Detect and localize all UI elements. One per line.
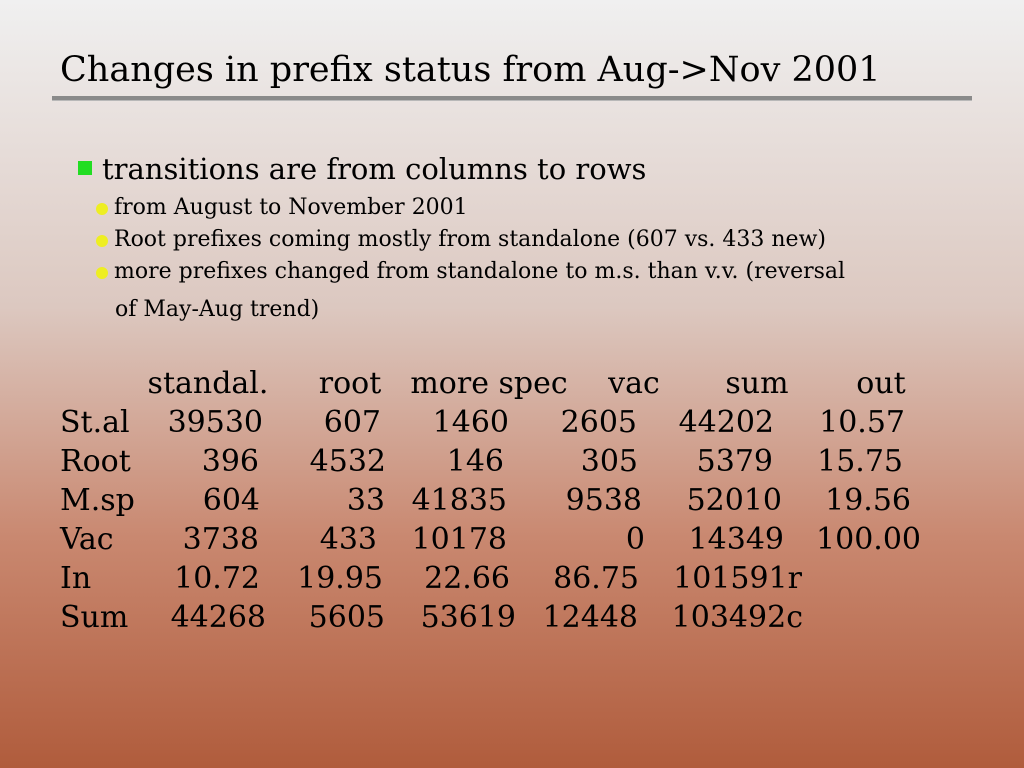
table-header-root: root — [318, 366, 382, 401]
square-bullet-icon — [78, 161, 92, 175]
main-bullet-text: transitions are from columns to rows — [102, 152, 647, 186]
table-cell: 433 — [319, 522, 377, 557]
round-bullet-icon — [96, 203, 108, 215]
table-cell: 100.00 — [816, 522, 921, 557]
table-row-label: M.sp — [60, 483, 135, 518]
sub-bullet-3-continuation: of May-Aug trend) — [115, 297, 320, 322]
table-header-out: out — [856, 366, 906, 401]
table-header-standal: standal. — [147, 366, 269, 401]
table-cell: 1460 — [432, 405, 509, 440]
slide-title: Changes in prefix status from Aug->Nov 2… — [60, 50, 881, 90]
table-row-label: In — [60, 561, 92, 596]
table-cell: 12448 — [542, 600, 638, 635]
table-row-label: Root — [60, 444, 131, 479]
table-cell: 3738 — [182, 522, 259, 557]
table-cell: 15.75 — [817, 444, 903, 479]
table-cell: 101591r — [673, 561, 802, 596]
sub-bullet-text: more prefixes changed from standalone to… — [114, 259, 846, 284]
sub-bullet-text: from August to November 2001 — [114, 195, 468, 220]
table-row-label: Vac — [60, 522, 114, 557]
table-cell: 103492c — [671, 600, 803, 635]
sub-bullet-1: from August to November 2001 — [96, 195, 468, 220]
table-cell: 14349 — [688, 522, 784, 557]
table-cell: 19.95 — [297, 561, 383, 596]
table-cell: 4532 — [309, 444, 386, 479]
table-cell: 33 — [346, 483, 385, 518]
table-row-label: St.al — [60, 405, 130, 440]
table-cell: 146 — [446, 444, 504, 479]
title-divider — [52, 96, 972, 101]
table-cell: 305 — [580, 444, 638, 479]
sub-bullet-3: more prefixes changed from standalone to… — [96, 259, 845, 284]
table-header-more-spec: more spec — [410, 366, 568, 401]
table-header-sum: sum — [725, 366, 789, 401]
table-cell: 44268 — [170, 600, 266, 635]
table-cell: 10.57 — [819, 405, 905, 440]
table-row-label: Sum — [60, 600, 129, 635]
table-cell: 5605 — [308, 600, 385, 635]
table-cell: 41835 — [411, 483, 507, 518]
table-cell: 19.56 — [825, 483, 911, 518]
table-cell: 396 — [201, 444, 259, 479]
table-cell: 39530 — [167, 405, 263, 440]
table-cell: 86.75 — [553, 561, 639, 596]
table-cell: 5379 — [696, 444, 773, 479]
table-cell: 52010 — [686, 483, 782, 518]
round-bullet-icon — [96, 267, 108, 279]
table-cell: 22.66 — [424, 561, 510, 596]
table-cell: 2605 — [560, 405, 637, 440]
sub-bullet-2: Root prefixes coming mostly from standal… — [96, 227, 826, 252]
table-cell: 604 — [202, 483, 260, 518]
table-cell: 10.72 — [174, 561, 260, 596]
sub-bullet-text: Root prefixes coming mostly from standal… — [114, 227, 826, 252]
round-bullet-icon — [96, 235, 108, 247]
table-cell: 607 — [323, 405, 381, 440]
table-header-vac: vac — [608, 366, 660, 401]
table-cell: 0 — [625, 522, 645, 557]
main-bullet: transitions are from columns to rows — [78, 152, 646, 186]
table-cell: 10178 — [411, 522, 507, 557]
table-cell: 53619 — [420, 600, 516, 635]
table-cell: 44202 — [678, 405, 774, 440]
table-cell: 9538 — [565, 483, 642, 518]
